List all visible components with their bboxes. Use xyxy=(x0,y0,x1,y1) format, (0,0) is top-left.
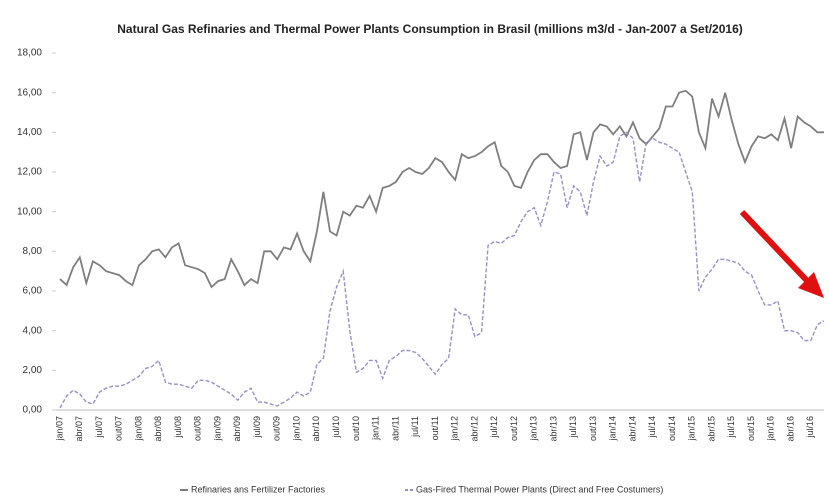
x-tick-label: out/12 xyxy=(509,416,519,441)
x-tick-label: abr/12 xyxy=(469,416,479,442)
x-tick-label: abr/07 xyxy=(74,416,84,442)
x-tick-label: jul/08 xyxy=(173,416,183,439)
x-tick-label: out/10 xyxy=(351,416,361,441)
x-tick-label: abr/09 xyxy=(232,416,242,442)
y-tick-label: 18,00 xyxy=(17,48,42,59)
x-tick-label: abr/16 xyxy=(785,416,795,442)
x-tick-label: abr/10 xyxy=(311,416,321,442)
x-tick-label: abr/11 xyxy=(390,416,400,441)
x-tick-label: jul/10 xyxy=(331,416,341,439)
x-tick-label: abr/13 xyxy=(548,416,558,442)
x-tick-label: jan/13 xyxy=(529,416,539,442)
y-tick-label: 8,00 xyxy=(23,246,43,257)
x-tick-label: jul/09 xyxy=(252,416,262,439)
x-tick-label: out/07 xyxy=(114,416,124,441)
x-tick-label: jul/12 xyxy=(489,416,499,439)
x-tick-label: jan/10 xyxy=(291,416,301,442)
x-tick-label: abr/08 xyxy=(153,416,163,442)
annotation-arrow xyxy=(739,209,824,298)
x-tick-label: out/13 xyxy=(588,416,598,441)
x-tick-label: out/14 xyxy=(667,416,677,441)
y-tick-label: 4,00 xyxy=(23,325,43,336)
x-tick-label: out/09 xyxy=(272,416,282,441)
y-tick-label: 2,00 xyxy=(23,365,43,376)
x-tick-label: jul/13 xyxy=(568,416,578,439)
x-tick-label: out/08 xyxy=(193,416,203,441)
x-tick-label: jan/11 xyxy=(371,416,381,441)
x-tick-label: jan/08 xyxy=(133,416,143,442)
y-tick-label: 14,00 xyxy=(17,127,42,138)
x-tick-label: jan/15 xyxy=(687,416,697,442)
x-tick-label: jan/12 xyxy=(450,416,460,442)
y-tick-label: 16,00 xyxy=(17,87,42,98)
legend-label: Refinaries ans Fertilizer Factories xyxy=(191,484,326,494)
y-tick-label: 10,00 xyxy=(17,206,42,217)
y-tick-label: 6,00 xyxy=(23,286,43,297)
x-tick-label: jul/15 xyxy=(726,416,736,439)
x-tick-label: abr/15 xyxy=(706,416,716,442)
x-tick-label: out/11 xyxy=(430,416,440,440)
legend-label: Gas-Fired Thermal Power Plants (Direct a… xyxy=(416,484,663,494)
x-tick-label: jan/14 xyxy=(608,416,618,442)
chart-title: Natural Gas Refinaries and Thermal Power… xyxy=(117,22,743,36)
x-tick-label: jan/09 xyxy=(212,416,222,442)
x-tick-label: jan/07 xyxy=(54,416,64,442)
x-tick-label: out/15 xyxy=(746,416,756,441)
y-tick-label: 0,00 xyxy=(23,405,43,416)
series-line xyxy=(59,89,824,289)
series-line xyxy=(59,131,825,409)
y-tick-label: 12,00 xyxy=(17,167,42,178)
x-tick-label: jul/07 xyxy=(94,416,104,439)
x-tick-label: jul/11 xyxy=(410,416,420,438)
x-tick-label: jul/14 xyxy=(647,416,657,439)
x-tick-label: jul/16 xyxy=(805,416,815,439)
x-tick-label: abr/14 xyxy=(627,416,637,442)
x-tick-label: jan/16 xyxy=(766,416,776,442)
